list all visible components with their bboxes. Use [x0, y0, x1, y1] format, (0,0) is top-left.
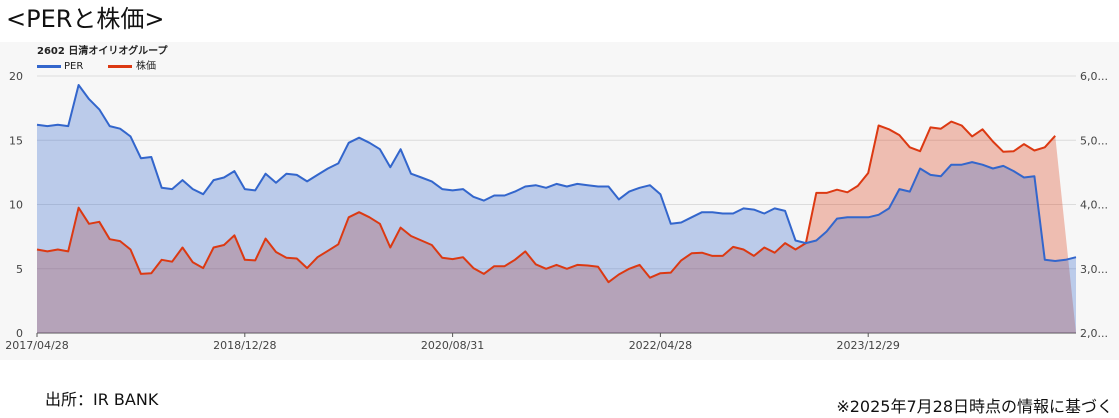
x-tick-label: 2020/08/31 [421, 339, 484, 352]
note-label: ※2025年7月28日時点の情報に基づく [836, 397, 1113, 416]
line-price [36, 120, 1056, 284]
chart-panel: 0 5 10 15 20 2,0... 3,0... 4,0... 5,0... 6,0... 20… [0, 42, 1119, 360]
area-price [37, 121, 1076, 333]
line-per [36, 84, 1077, 262]
y-tick-label-left: 0 [16, 327, 23, 340]
y-tick-label-right: 2,0... [1080, 327, 1108, 340]
per-price-chart: 0 5 10 15 20 2,0... 3,0... 4,0... 5,0... 6,0... 20… [5, 44, 1108, 352]
legend-label-price: 株価 [136, 59, 156, 72]
area-per [37, 85, 1076, 333]
legend-swatch-price [108, 65, 132, 68]
legend-swatch-per [37, 65, 61, 68]
y-tick-label-right: 5,0... [1080, 134, 1108, 147]
page-title: <PERと株価> [6, 5, 165, 33]
series-lines [36, 84, 1077, 284]
x-tick-label: 2017/04/28 [5, 339, 68, 352]
y-tick-label-right: 3,0... [1080, 263, 1108, 276]
source-label: 出所：IR BANK [45, 390, 159, 409]
legend-label-per: PER [64, 61, 83, 72]
x-tick-label: 2022/04/28 [629, 339, 692, 352]
y-tick-label-right: 4,0... [1080, 199, 1108, 212]
axes: 0 5 10 15 20 2,0... 3,0... 4,0... 5,0... 6,0... 20… [5, 70, 1108, 352]
y-tick-label-left: 20 [9, 70, 23, 83]
y-tick-label-left: 15 [9, 134, 23, 147]
chart-title: 2602 日清オイリオグループ [37, 44, 169, 57]
x-tick-label: 2023/12/29 [836, 339, 899, 352]
y-tick-label-left: 10 [9, 199, 23, 212]
series-areas [37, 85, 1076, 333]
y-tick-label-right: 6,0... [1080, 70, 1108, 83]
legend: PER 株価 [37, 59, 156, 72]
x-tick-label: 2018/12/28 [213, 339, 276, 352]
y-tick-label-left: 5 [16, 263, 23, 276]
